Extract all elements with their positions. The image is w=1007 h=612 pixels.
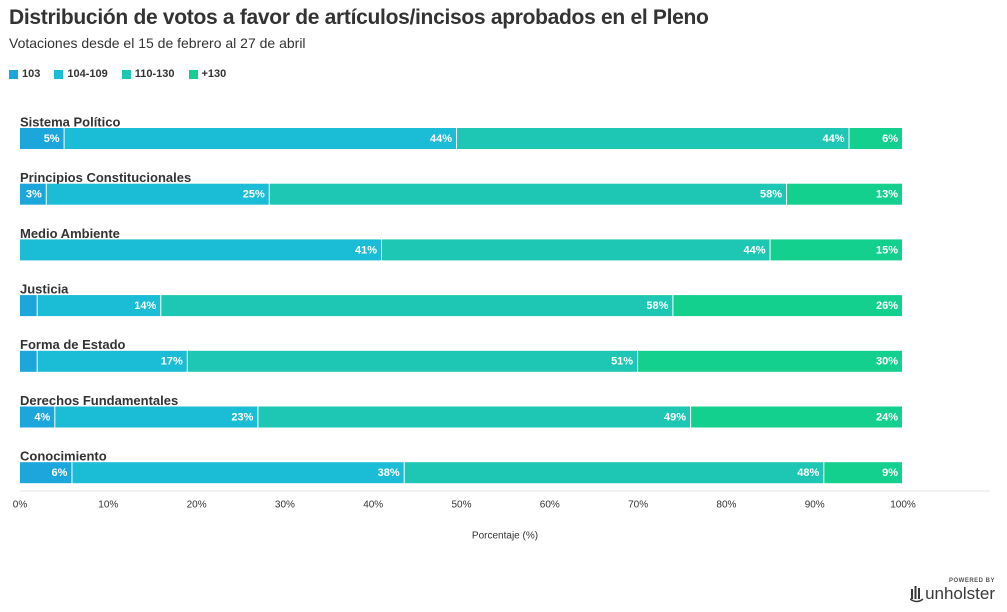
powered-by-label: POWERED BY — [948, 578, 995, 584]
data-label: 6% — [882, 133, 898, 145]
x-tick-label: 20% — [187, 500, 207, 511]
data-label: 58% — [760, 189, 782, 201]
data-label: 4% — [34, 411, 50, 423]
x-tick-label: 100% — [890, 500, 916, 511]
data-label: 38% — [378, 467, 400, 479]
legend-item-110-130[interactable]: 110-130 — [121, 68, 175, 80]
legend-swatch — [9, 69, 18, 79]
bar-segment — [37, 295, 161, 317]
x-tick-label: 60% — [540, 500, 560, 511]
bar-segment — [161, 295, 673, 317]
category-label: Forma de Estado — [20, 337, 126, 352]
x-tick-label: 10% — [98, 500, 118, 511]
bar-segment — [20, 295, 37, 317]
bar-segment — [457, 128, 849, 149]
chart-subtitle: Votaciones desde el 15 de febrero al 27 … — [9, 35, 306, 51]
legend-swatch — [54, 69, 64, 79]
bar-segment — [187, 350, 638, 372]
category-label: Derechos Fundamentales — [20, 393, 178, 408]
bar-segment — [37, 350, 187, 372]
category-label: Sistema Político — [20, 114, 120, 129]
legend-item-103[interactable]: 103 — [9, 68, 40, 80]
bar-segment — [691, 406, 902, 428]
x-axis-title: Porcentaje (%) — [472, 531, 538, 542]
brand-name: unholster — [925, 584, 995, 603]
data-label: 51% — [611, 356, 633, 368]
legend-label: 103 — [22, 68, 41, 80]
data-label: 3% — [26, 189, 42, 201]
bar-segment — [404, 462, 824, 484]
x-tick-label: 30% — [275, 500, 295, 511]
bar-segment — [770, 239, 902, 261]
data-label: 44% — [744, 244, 766, 256]
x-tick-label: 50% — [451, 500, 471, 511]
data-label: 6% — [52, 467, 68, 479]
data-label: 15% — [876, 244, 898, 256]
footer-branding: POWERED BY unholster — [910, 578, 995, 604]
bar-segment — [20, 406, 55, 428]
legend-swatch — [188, 69, 198, 79]
category-label: Conocimiento — [20, 449, 107, 464]
bar-segment — [382, 239, 770, 261]
bar-segment — [258, 406, 691, 428]
bar-segment — [55, 406, 258, 428]
bar-segment — [20, 462, 72, 484]
data-label: 5% — [44, 133, 60, 145]
bar-segment — [787, 183, 902, 205]
category-label: Principios Constitucionales — [20, 170, 191, 185]
data-label: 9% — [882, 467, 898, 479]
bar-segment — [46, 183, 269, 205]
data-label: 14% — [134, 300, 156, 312]
x-tick-label: 40% — [363, 500, 383, 511]
bar-segment — [849, 128, 902, 149]
legend-label: +130 — [201, 68, 227, 80]
x-tick-label: 80% — [716, 500, 736, 511]
data-label: 17% — [161, 356, 183, 368]
bar-segment — [673, 295, 902, 317]
data-label: 58% — [646, 300, 668, 312]
data-label: 44% — [822, 133, 844, 145]
category-label: Justicia — [20, 282, 69, 297]
bar-segment — [638, 350, 902, 372]
bar-segment — [64, 128, 457, 149]
bar-segment — [20, 239, 382, 261]
data-label: 44% — [430, 133, 452, 145]
bar-segment — [20, 183, 46, 205]
data-label: 49% — [664, 411, 686, 423]
bar-segment — [269, 183, 787, 205]
legend-item-104-109[interactable]: 104-109 — [54, 68, 108, 80]
x-tick-label: 0% — [13, 500, 28, 511]
legend-label: 104-109 — [67, 68, 108, 80]
chart-title: Distribución de votos a favor de artícul… — [9, 6, 709, 29]
bar-segment — [72, 462, 404, 484]
x-tick-label: 90% — [805, 500, 825, 511]
data-label: 24% — [876, 411, 898, 423]
bar-segment — [20, 128, 64, 149]
bar-segment — [824, 462, 902, 484]
legend-item-plus130[interactable]: +130 — [188, 68, 227, 80]
brand-logo[interactable]: unholster — [910, 584, 995, 604]
bar-segment — [20, 350, 37, 372]
category-label: Medio Ambiente — [20, 226, 120, 241]
data-label: 30% — [876, 356, 898, 368]
data-label: 26% — [876, 300, 898, 312]
data-label: 41% — [355, 244, 377, 256]
legend-swatch — [121, 69, 131, 79]
data-label: 23% — [231, 411, 253, 423]
x-tick-label: 70% — [628, 500, 648, 511]
legend: 103 104-109 110-130 +130 — [9, 68, 226, 80]
data-label: 25% — [243, 189, 265, 201]
brand-icon — [910, 586, 924, 603]
data-label: 13% — [876, 189, 898, 201]
legend-label: 110-130 — [134, 68, 175, 80]
data-label: 48% — [797, 467, 819, 479]
